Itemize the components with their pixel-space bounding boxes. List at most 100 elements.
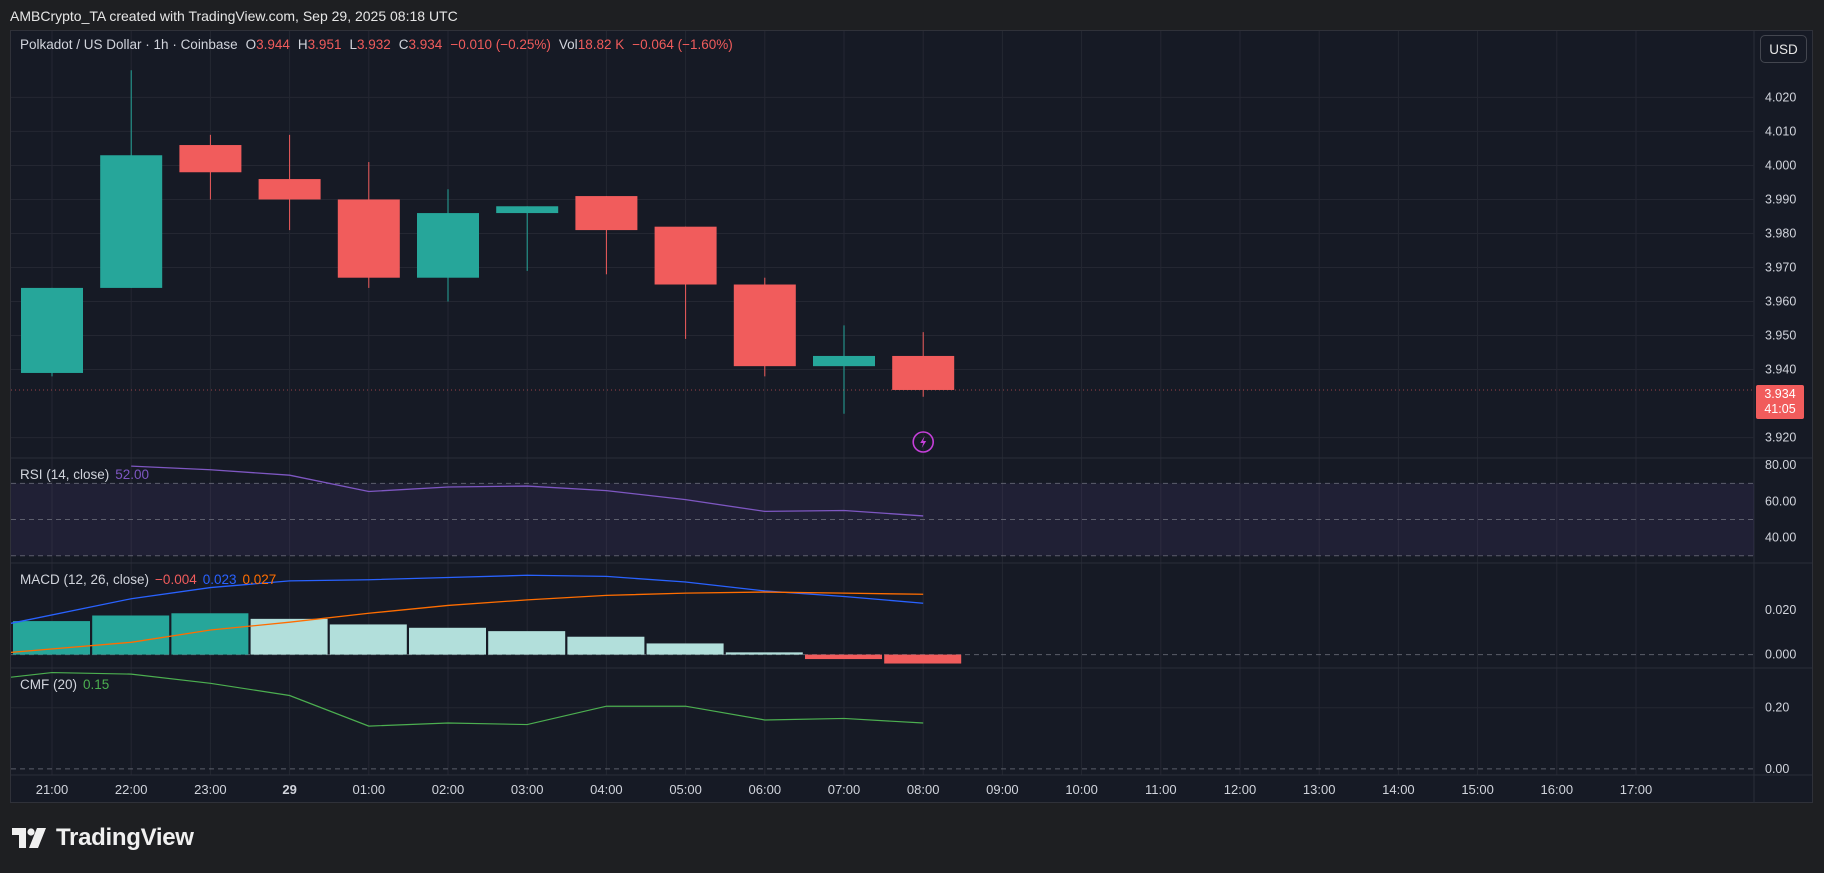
time-tick-label: 02:00 [432,782,465,797]
price-tick-label: 4.000 [1765,158,1796,172]
cmf-value: 0.15 [83,677,110,692]
candle-body [337,199,400,278]
time-tick-label: 13:00 [1303,782,1336,797]
cmf-tick-label: 0.20 [1765,701,1789,715]
candle-body [813,355,875,367]
rsi-tick-label: 40.00 [1765,531,1796,545]
time-tick-label: 12:00 [1224,782,1257,797]
time-tick-label: 07:00 [828,782,861,797]
macd-histogram-bar [805,654,882,660]
candle-body [21,287,83,373]
symbol-title[interactable]: Polkadot / US Dollar · 1h · Coinbase [20,37,238,52]
price-tick-label: 3.990 [1765,192,1796,206]
volume-value: 18.82 K [577,37,625,52]
price-tick-label: 3.940 [1765,363,1796,377]
time-tick-label: 29 [282,782,296,797]
price-tick-label: 3.920 [1765,431,1796,445]
last-price-label: 3.934 41:05 [1756,385,1804,419]
tradingview-logo-icon [12,828,46,848]
close-value: 3.934 [408,37,443,52]
candle-body [496,206,559,214]
time-tick-label: 08:00 [907,782,940,797]
chart-frame [10,30,1813,803]
macd-histogram-bar [646,643,724,655]
macd-histogram-bar [884,654,962,664]
macd-histogram-bar [92,615,170,655]
macd-legend[interactable]: MACD (12, 26, close) −0.004 0.023 0.027 [20,572,282,587]
symbol-legend: Polkadot / US Dollar · 1h · Coinbase O 3.… [20,37,733,52]
candle-body [179,145,242,173]
open-label: O [245,37,257,52]
time-tick-label: 21:00 [36,782,69,797]
price-tick-label: 3.960 [1765,295,1796,309]
time-tick-label: 03:00 [511,782,544,797]
macd-histogram-bar [725,652,803,655]
rsi-title: RSI (14, close) [20,467,110,482]
close-label: C [398,37,409,52]
tradingview-logo-text: TradingView [56,824,194,851]
price-tick-label: 3.950 [1765,329,1796,343]
macd-histogram-bar [250,618,328,655]
macd-line-value: 0.023 [202,572,237,587]
candle-body [258,179,321,200]
time-tick-label: 04:00 [590,782,623,797]
rsi-value: 52.00 [115,467,150,482]
time-tick-label: 09:00 [986,782,1019,797]
macd-signal-line [10,591,924,654]
candle-body [654,226,717,285]
time-tick-label: 10:00 [1065,782,1098,797]
price-tick-label: 3.970 [1765,261,1796,275]
cmf-tick-label: 0.00 [1765,762,1789,776]
time-tick-label: 11:00 [1145,782,1177,797]
candle-body [733,284,796,367]
macd-hist-value: −0.004 [155,572,197,587]
cmf-legend[interactable]: CMF (20) 0.15 [20,677,115,692]
time-tick-label: 22:00 [115,782,148,797]
cmf-line [10,671,924,727]
time-tick-label: 05:00 [669,782,702,797]
currency-button[interactable]: USD [1760,35,1807,63]
macd-tick-label: 0.000 [1765,648,1796,662]
chart-attribution: AMBCrypto_TA created with TradingView.co… [10,8,458,24]
open-value: 3.944 [256,37,290,52]
time-tick-label: 15:00 [1461,782,1494,797]
macd-title: MACD (12, 26, close) [20,572,150,587]
candle-body [100,155,163,288]
rsi-tick-label: 60.00 [1765,494,1796,508]
volume-change: −0.064 (−1.60%) [632,37,733,52]
macd-histogram-bar [409,627,486,655]
tradingview-logo: TradingView [12,823,194,853]
macd-signal-value: 0.027 [242,572,277,587]
lightning-icon [920,436,927,448]
low-value: 3.932 [356,37,391,52]
volume-label: Vol [558,37,578,52]
time-tick-label: 23:00 [194,782,227,797]
candle-body [417,213,479,278]
last-price-value: 3.934 [1764,387,1796,401]
macd-histogram-bar [329,624,407,655]
price-tick-label: 3.980 [1765,226,1796,240]
macd-histogram-bar [567,636,645,655]
time-tick-label: 06:00 [749,782,782,797]
macd-histogram-bar [488,631,566,655]
event-icon [912,431,935,453]
bar-countdown: 41:05 [1764,402,1796,416]
cmf-title: CMF (20) [20,677,77,692]
price-tick-label: 4.020 [1765,90,1796,104]
time-tick-label: 14:00 [1382,782,1415,797]
price-change: −0.010 (−0.25%) [450,37,551,52]
rsi-line [131,465,924,517]
candle-body [892,355,955,390]
macd-tick-label: 0.020 [1765,603,1796,617]
time-tick-label: 01:00 [353,782,386,797]
time-tick-label: 16:00 [1541,782,1574,797]
low-label: L [349,37,357,52]
high-value: 3.951 [307,37,342,52]
rsi-legend[interactable]: RSI (14, close) 52.00 [20,467,155,482]
time-tick-label: 17:00 [1620,782,1653,797]
high-label: H [297,37,308,52]
rsi-tick-label: 80.00 [1765,458,1796,472]
price-tick-label: 4.010 [1765,124,1796,138]
candle-body [575,196,638,231]
